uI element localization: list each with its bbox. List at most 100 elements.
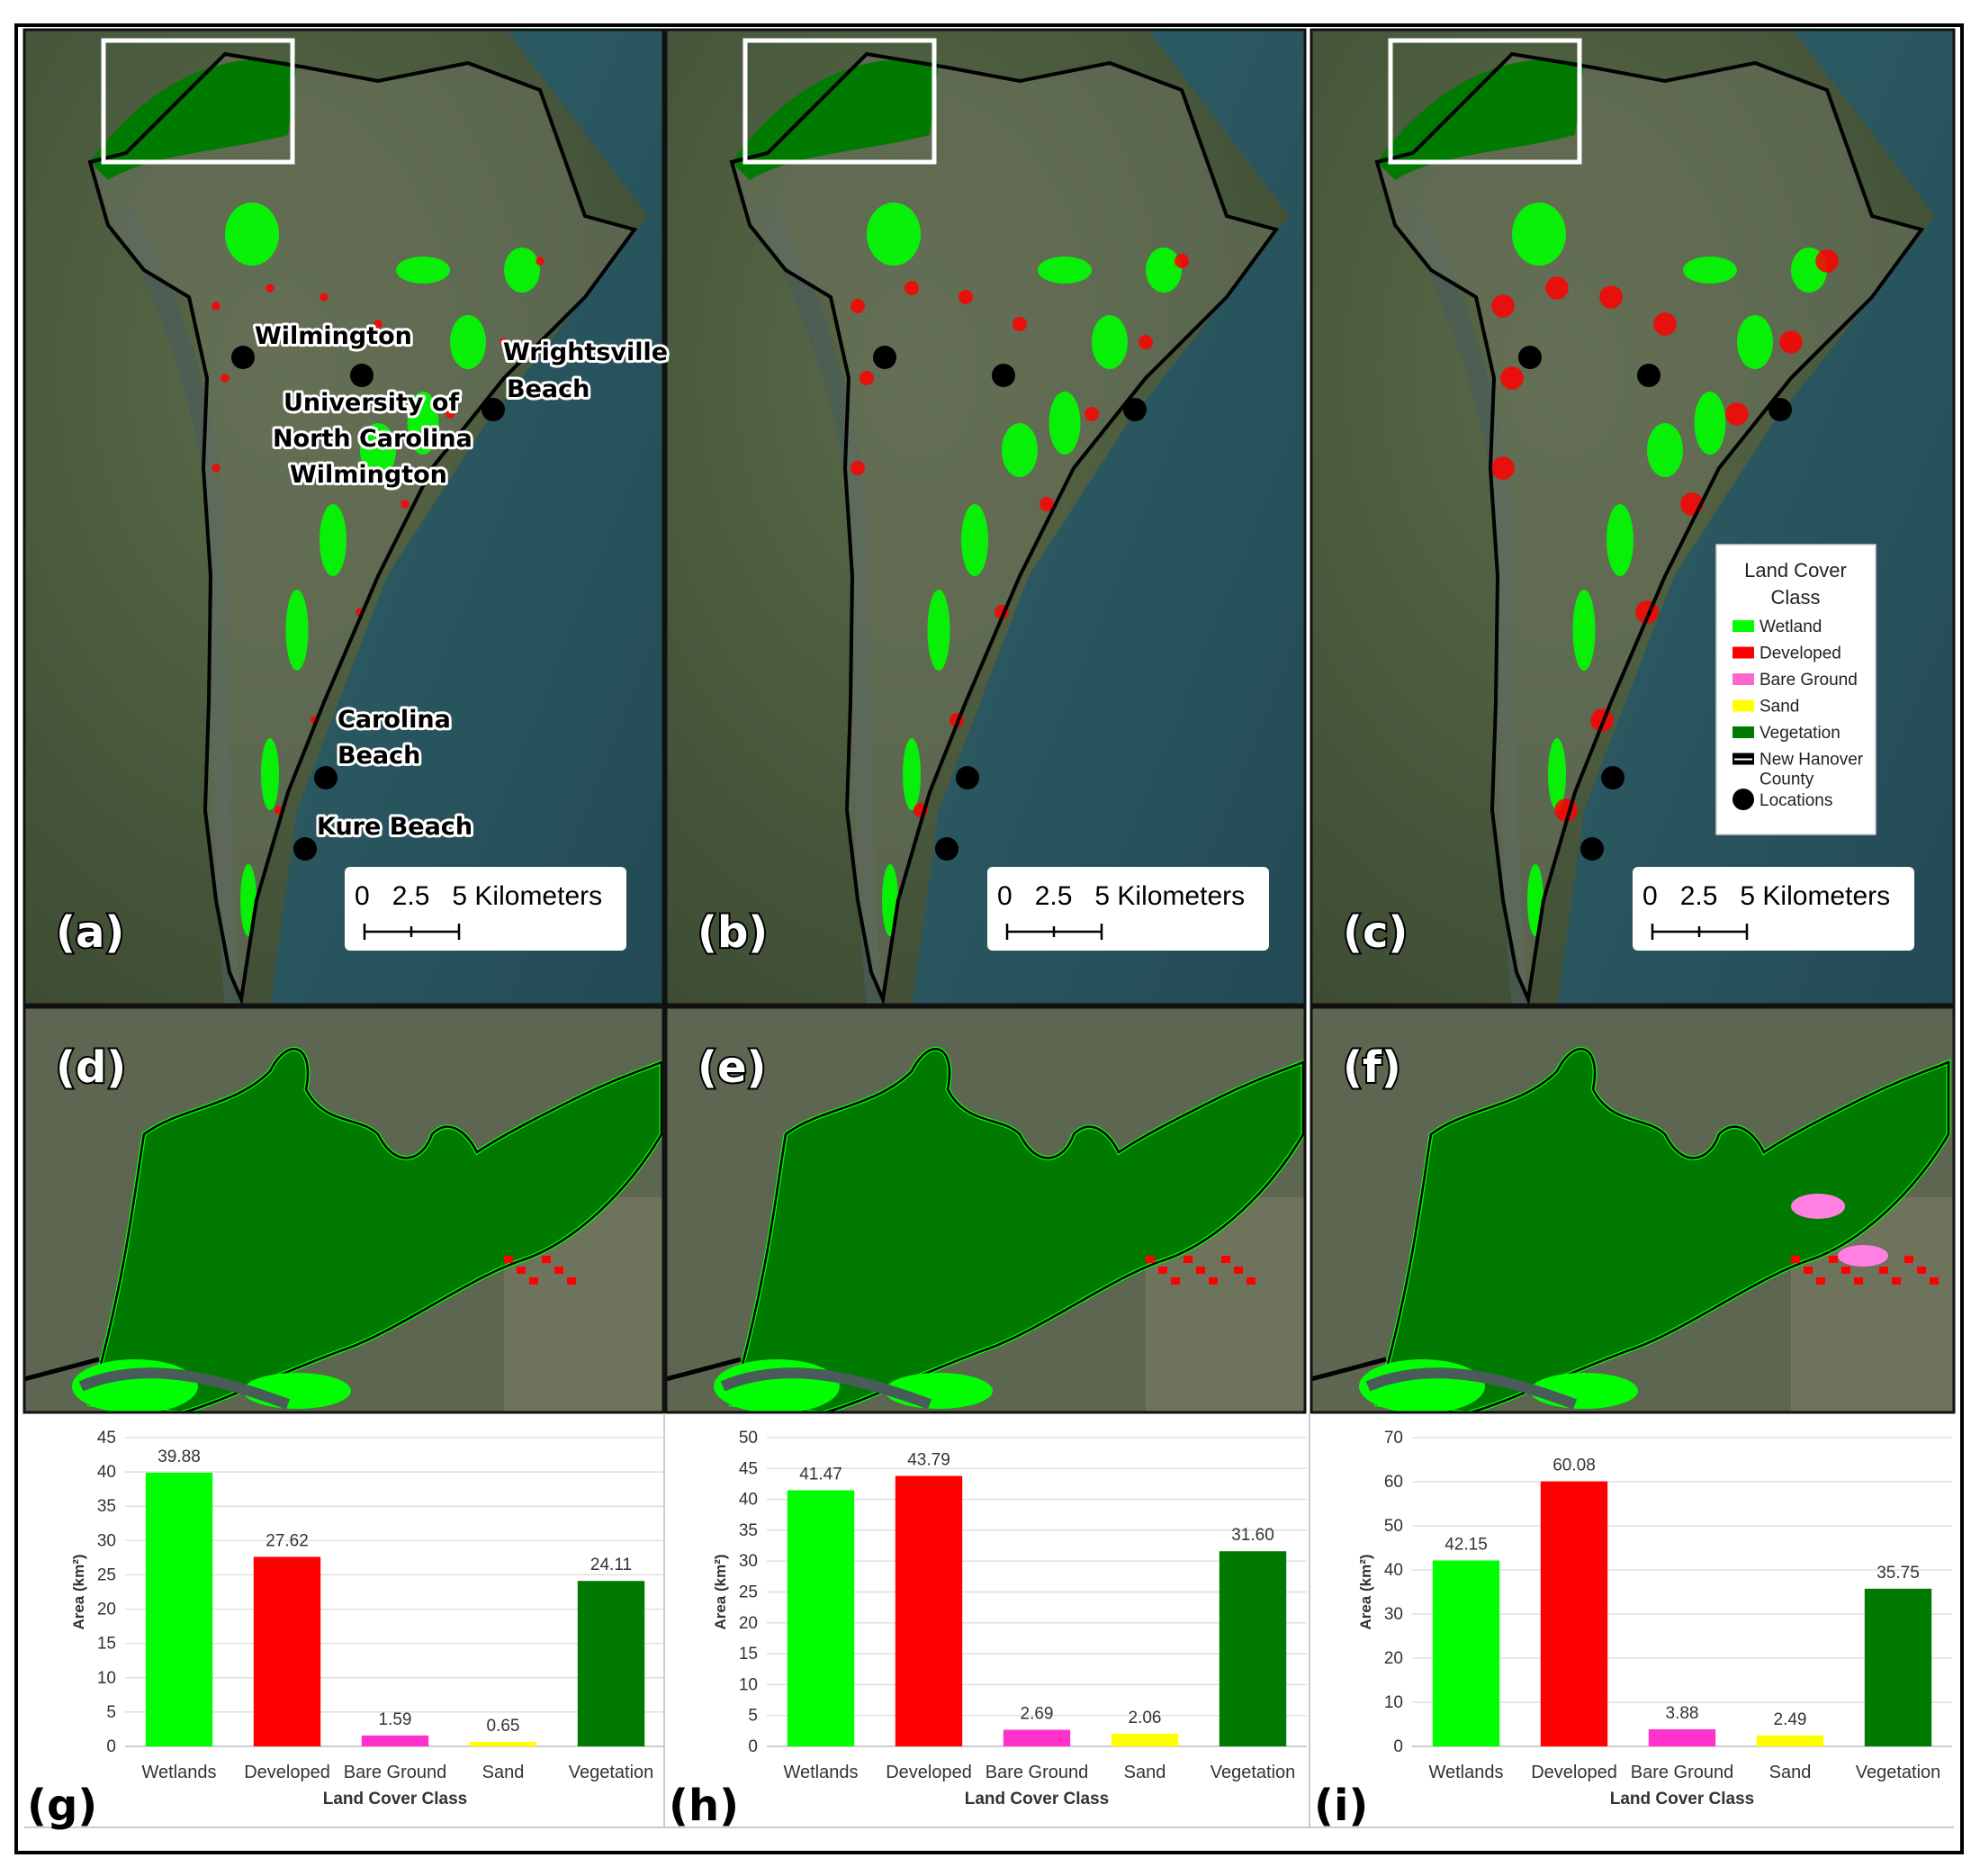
developed-patch — [1545, 276, 1569, 300]
y-tick-label: 25 — [739, 1583, 758, 1602]
developed-patch — [1791, 1256, 1800, 1263]
vegetation-north — [1377, 59, 1584, 180]
bar-sand — [1111, 1733, 1179, 1746]
legend-label-5-line2: County — [1760, 771, 1814, 789]
panel-letter-c: (c) — [1343, 907, 1408, 958]
developed-patch — [1234, 1267, 1243, 1274]
developed-patch — [904, 281, 919, 295]
label-uncw-2: North Carolina — [273, 425, 472, 453]
inset-extent-box — [742, 38, 937, 165]
bar-developed — [253, 1556, 321, 1746]
x-axis-title: Land Cover Class — [1610, 1790, 1755, 1808]
x-tick-label: Vegetation — [569, 1763, 654, 1782]
x-tick-label: Sand — [482, 1763, 525, 1782]
legend-label-6: Locations — [1760, 791, 1832, 810]
y-tick-label: 20 — [1384, 1649, 1403, 1668]
wetland-patch — [1606, 504, 1634, 576]
wetland-patch — [1683, 257, 1737, 284]
wetland-patch — [903, 738, 921, 810]
wetland-patch — [1038, 257, 1092, 284]
y-tick-label: 40 — [1384, 1561, 1403, 1580]
y-tick-label: 70 — [1384, 1429, 1403, 1448]
vegetation-north — [90, 59, 297, 180]
y-tick-label: 25 — [97, 1565, 116, 1584]
location-marker — [1637, 364, 1660, 387]
wetland-patch — [961, 504, 988, 576]
data-label: 27.62 — [266, 1531, 309, 1550]
panel-letter-b: (b) — [698, 907, 768, 958]
developed-patch — [554, 1267, 563, 1274]
developed-patch — [1209, 1277, 1218, 1285]
developed-patch — [517, 1267, 526, 1274]
y-tick-label: 35 — [97, 1497, 116, 1516]
legend-title-2: Class — [1770, 586, 1820, 609]
wetland-patch — [396, 257, 450, 284]
panel-letters: (a) (b) (c) (d) (e) (f) — [54, 906, 1409, 1095]
developed-patch — [1246, 1277, 1256, 1285]
developed-patch — [860, 371, 874, 385]
wetland-patch — [285, 590, 309, 671]
location-marker — [873, 346, 896, 369]
chart-letters: (g) (h) (i) — [27, 1781, 1368, 1831]
wetland-patch — [261, 738, 279, 810]
label-uncw-1: University of — [284, 389, 459, 417]
county-boundary — [1311, 1357, 1387, 1382]
developed-patch — [958, 290, 973, 304]
y-tick-label: 0 — [106, 1737, 116, 1756]
inset-panel-f — [1311, 1007, 1954, 1412]
wetland-patch — [504, 248, 540, 293]
county-boundary — [24, 1357, 100, 1382]
y-tick-label: 40 — [97, 1463, 116, 1482]
wetland-patch — [450, 315, 486, 369]
y-tick-label: 15 — [97, 1635, 116, 1654]
legend-title-1: Land Cover — [1744, 559, 1847, 582]
bar-sand — [469, 1742, 537, 1746]
wetland-patch — [407, 392, 439, 455]
county-boundary — [87, 51, 638, 1005]
inset-panel-e — [666, 1007, 1305, 1412]
location-marker — [350, 364, 374, 387]
developed-patch — [1815, 249, 1839, 273]
developed-patch — [220, 374, 230, 383]
scalebar-text-c: 0 2.5 5 Kilometers — [1642, 881, 1890, 911]
x-tick-label: Sand — [1769, 1763, 1812, 1782]
map-panel-c — [1311, 30, 1953, 1005]
wetland-patch — [320, 504, 346, 576]
y-tick-label: 20 — [97, 1601, 116, 1619]
data-label: 43.79 — [907, 1451, 950, 1470]
location-marker — [314, 766, 338, 789]
scalebar-text-a: 0 2.5 5 Kilometers — [355, 881, 602, 911]
x-tick-label: Vegetation — [1856, 1763, 1941, 1782]
vegetation-north — [732, 59, 939, 180]
x-tick-label: Bare Ground — [986, 1763, 1089, 1782]
bar-developed — [895, 1475, 963, 1746]
wetland-patch — [1146, 248, 1182, 293]
panel-letter-i: (i) — [1314, 1781, 1368, 1831]
marsh-outline — [730, 1048, 1305, 1412]
developed-patch — [1829, 1256, 1838, 1263]
y-axis-title: Area (km²) — [712, 1554, 729, 1629]
bar-sand — [1756, 1735, 1824, 1746]
ocean — [912, 30, 1305, 1005]
county-land — [90, 54, 634, 999]
x-tick-label: Developed — [1531, 1763, 1617, 1782]
scalebar-c: 0 2.5 5 Kilometers — [1633, 867, 1914, 951]
y-tick-label: 0 — [1393, 1737, 1403, 1756]
developed-patch — [1816, 1277, 1825, 1285]
county-boundary — [666, 1357, 742, 1382]
developed-patch — [1779, 330, 1803, 354]
data-label: 2.06 — [1129, 1709, 1162, 1727]
x-tick-label: Wetlands — [1428, 1763, 1503, 1782]
y-tick-label: 30 — [97, 1531, 116, 1550]
developed-patch — [529, 1277, 538, 1285]
developed-patch — [1841, 1267, 1850, 1274]
developed-patch — [1084, 407, 1099, 421]
data-label: 0.65 — [487, 1717, 520, 1736]
label-uncw-3: Wilmington — [290, 461, 447, 489]
bar-developed — [1540, 1481, 1608, 1746]
x-tick-label: Developed — [244, 1763, 330, 1782]
panel-letter-g: (g) — [27, 1781, 97, 1831]
bare-ground-patch — [1791, 1194, 1845, 1219]
y-tick-label: 45 — [97, 1429, 116, 1448]
